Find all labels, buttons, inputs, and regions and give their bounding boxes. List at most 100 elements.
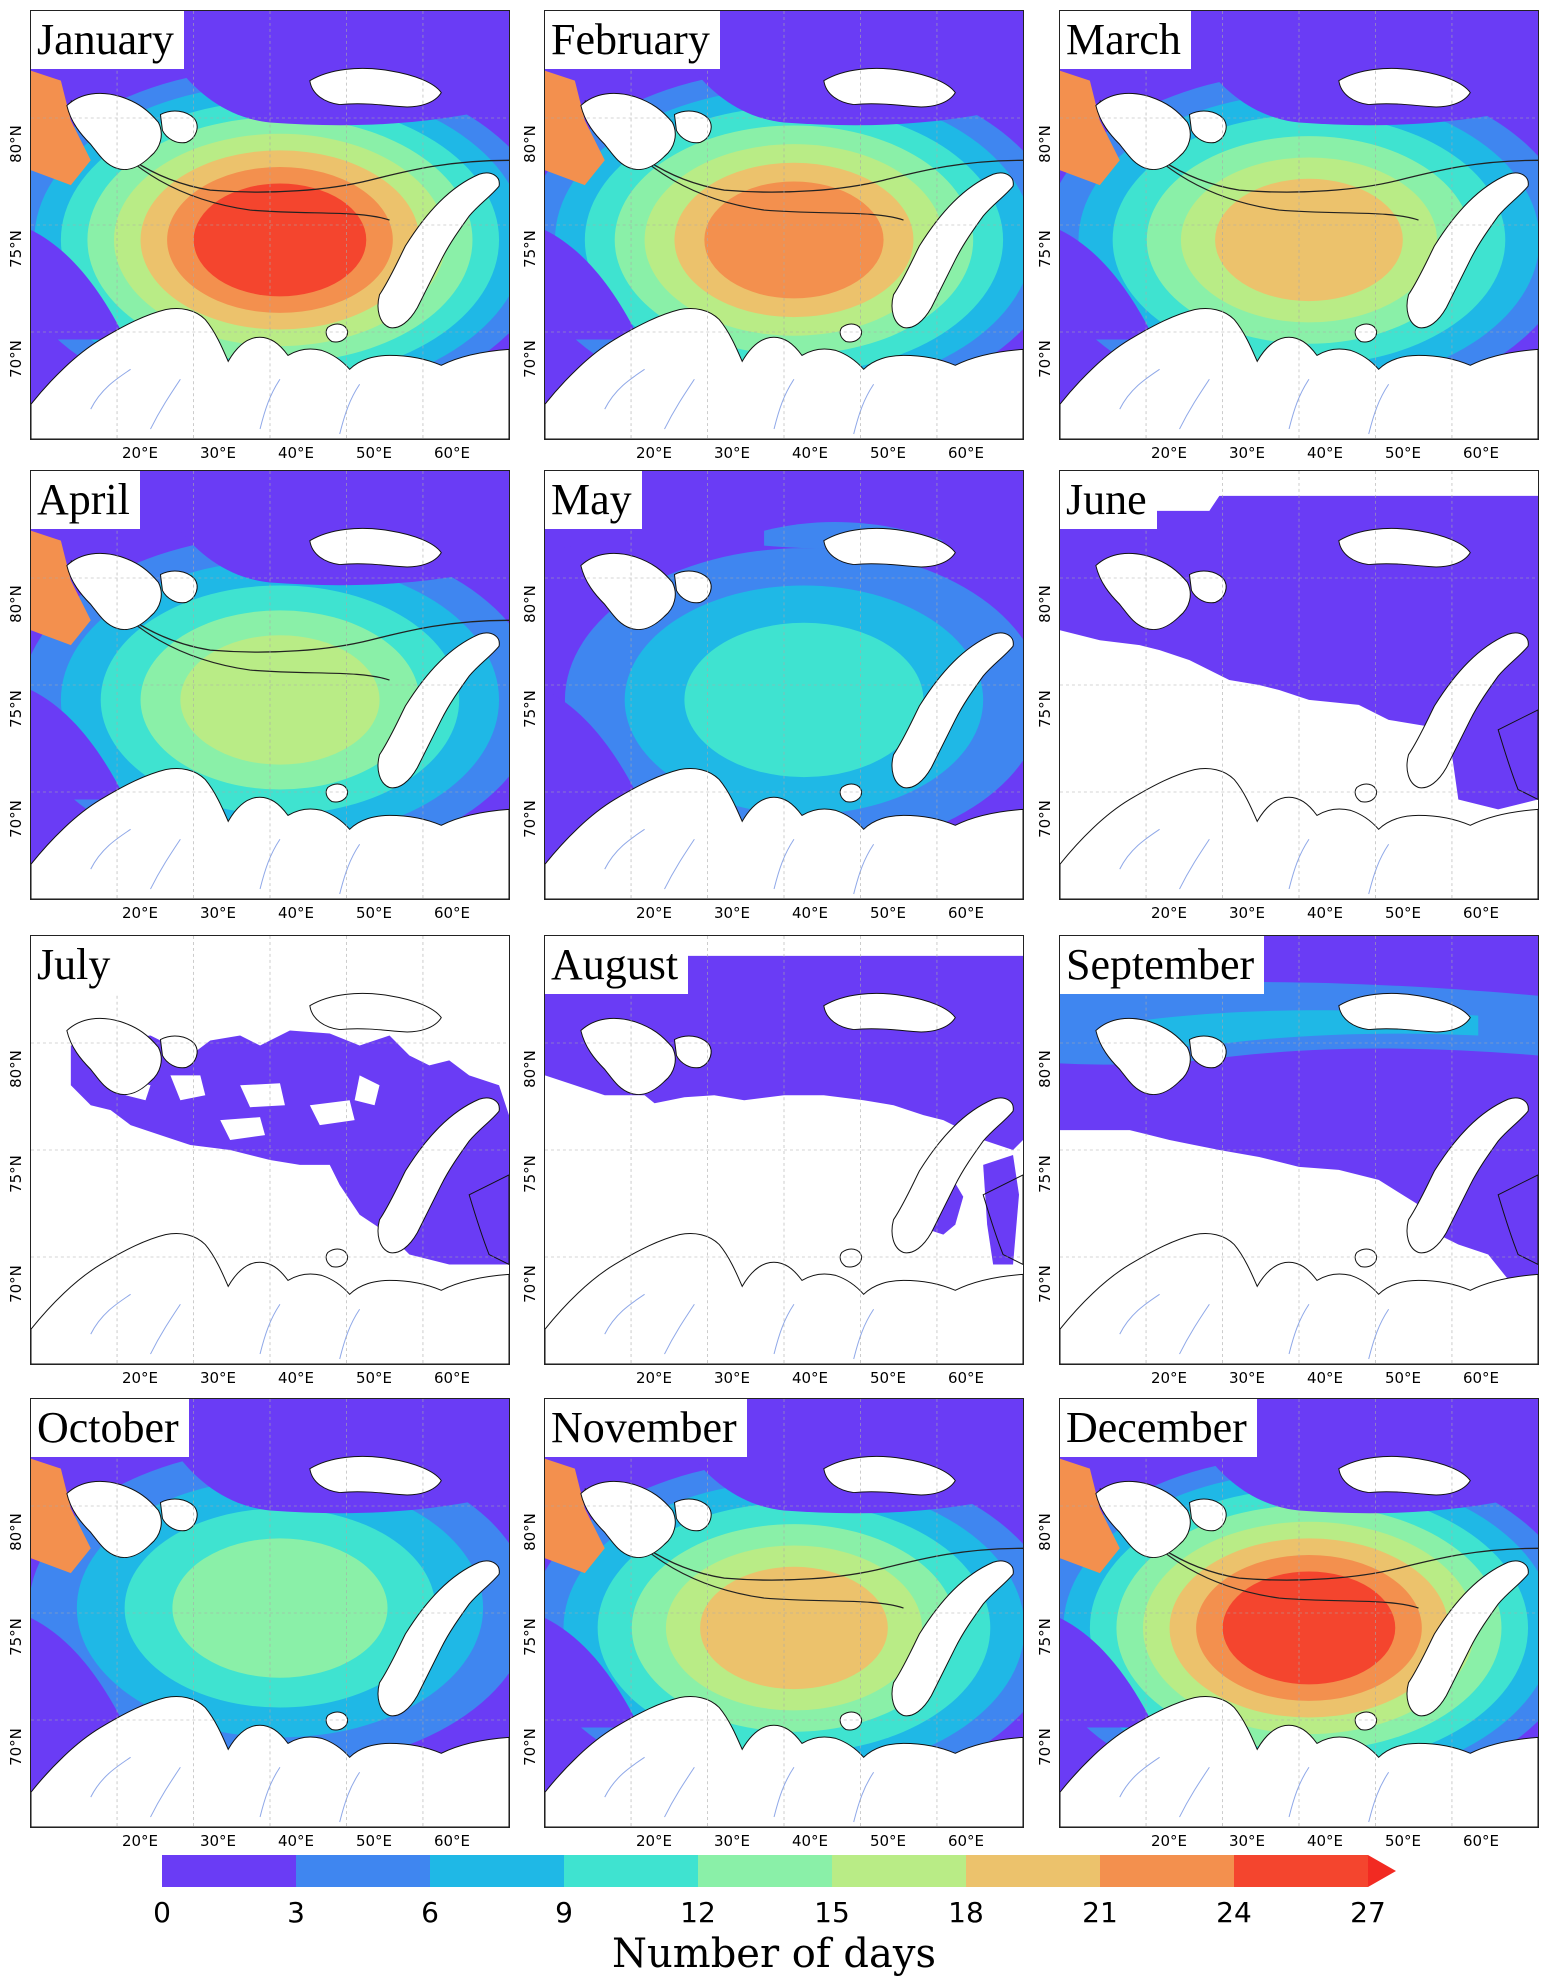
lat-tick-label: 70°N	[7, 340, 25, 378]
lat-tick-label: 75°N	[7, 1155, 25, 1193]
lon-tick-label: 60°E	[433, 444, 471, 462]
lon-tick-label: 30°E	[1228, 444, 1266, 462]
lat-tick-label: 70°N	[521, 1728, 539, 1766]
map-frame: June	[1059, 470, 1539, 900]
map-panel-march: March 70°N 75°N 80°N 20°E 30°E 40°E 50°E 60°E	[1036, 10, 1547, 480]
lon-tick-label: 40°E	[1306, 1369, 1344, 1387]
lon-tick-label: 40°E	[277, 1832, 315, 1850]
map-panel-april: April 70°N 75°N 80°N 20°E 30°E 40°E 50°E 60°E	[7, 470, 518, 940]
lon-tick-label: 50°E	[869, 1369, 907, 1387]
map-panel-august: August 70°N 75°N 80°N 20°E 30°E 40°E 50°E 60°E	[521, 935, 1032, 1405]
lat-tick-label: 80°N	[521, 1513, 539, 1551]
colorbar-segment	[430, 1855, 564, 1887]
month-title: May	[545, 471, 642, 529]
map-frame: January	[30, 10, 510, 440]
lon-tick-label: 40°E	[1306, 1832, 1344, 1850]
lon-tick-label: 60°E	[1462, 1832, 1500, 1850]
lat-tick-label: 70°N	[1036, 340, 1054, 378]
lon-tick-label: 50°E	[869, 904, 907, 922]
lat-tick-label: 75°N	[7, 1618, 25, 1656]
lon-tick-label: 30°E	[1228, 1369, 1266, 1387]
colorbar-svg	[162, 1855, 1396, 1887]
lon-tick-label: 60°E	[1462, 904, 1500, 922]
map-canvas	[545, 11, 1023, 439]
map-canvas	[545, 471, 1023, 899]
colorbar-segment	[1100, 1855, 1234, 1887]
colorbar-tick-label: 27	[1350, 1896, 1386, 1929]
map-panel-february: February 70°N 75°N 80°N 20°E 30°E 40°E 50°E 60°E	[521, 10, 1032, 480]
map-canvas	[545, 1399, 1023, 1827]
map-panel-december: December 70°N 75°N 80°N 20°E 30°E 40°E 50°E 60°E	[1036, 1398, 1547, 1868]
lat-tick-label: 75°N	[521, 1618, 539, 1656]
month-title: September	[1060, 936, 1265, 994]
lat-tick-label: 75°N	[1036, 690, 1054, 728]
map-frame: May	[544, 470, 1024, 900]
colorbar-tick-label: 6	[421, 1896, 439, 1929]
lat-tick-label: 80°N	[521, 1050, 539, 1088]
month-title: August	[545, 936, 689, 994]
month-title: March	[1060, 11, 1191, 69]
map-frame: August	[544, 935, 1024, 1365]
lon-tick-label: 20°E	[635, 904, 673, 922]
lon-tick-label: 50°E	[869, 444, 907, 462]
lon-tick-label: 40°E	[1306, 444, 1344, 462]
lon-tick-label: 30°E	[199, 444, 237, 462]
month-title: October	[31, 1399, 189, 1457]
lon-tick-label: 60°E	[433, 904, 471, 922]
lon-tick-label: 40°E	[1306, 904, 1344, 922]
map-frame: April	[30, 470, 510, 900]
lat-tick-label: 70°N	[521, 1265, 539, 1303]
lon-tick-label: 60°E	[947, 1369, 985, 1387]
lat-tick-label: 75°N	[7, 690, 25, 728]
colorbar-tick-label: 24	[1216, 1896, 1252, 1929]
lon-tick-label: 50°E	[355, 444, 393, 462]
map-frame: September	[1059, 935, 1539, 1365]
colorbar-segment	[1234, 1855, 1368, 1887]
lat-tick-label: 70°N	[1036, 1265, 1054, 1303]
lon-tick-label: 20°E	[1150, 444, 1188, 462]
lon-tick-label: 50°E	[1384, 904, 1422, 922]
lat-tick-label: 75°N	[7, 230, 25, 268]
month-title: January	[31, 11, 184, 69]
map-canvas	[31, 1399, 509, 1827]
colorbar-title: Number of days	[612, 1931, 936, 1977]
lat-tick-label: 70°N	[1036, 1728, 1054, 1766]
lon-tick-label: 30°E	[713, 444, 751, 462]
map-canvas	[1060, 471, 1538, 899]
colorbar-extend-arrow	[1368, 1855, 1396, 1887]
month-title: December	[1060, 1399, 1257, 1457]
month-title: November	[545, 1399, 747, 1457]
lon-tick-label: 30°E	[199, 904, 237, 922]
lat-tick-label: 80°N	[521, 125, 539, 163]
map-canvas	[31, 471, 509, 899]
lon-tick-label: 20°E	[1150, 1369, 1188, 1387]
lon-tick-label: 20°E	[121, 1369, 159, 1387]
lat-tick-label: 70°N	[7, 1265, 25, 1303]
colorbar-segment	[296, 1855, 430, 1887]
lat-tick-label: 70°N	[521, 340, 539, 378]
colorbar-segment	[698, 1855, 832, 1887]
colorbar-segment	[966, 1855, 1100, 1887]
lat-tick-label: 75°N	[521, 230, 539, 268]
map-canvas	[31, 936, 509, 1364]
month-title: April	[31, 471, 140, 529]
map-frame: July	[30, 935, 510, 1365]
lat-tick-label: 70°N	[1036, 800, 1054, 838]
map-canvas	[1060, 1399, 1538, 1827]
map-panel-november: November 70°N 75°N 80°N 20°E 30°E 40°E 50°E 60°E	[521, 1398, 1032, 1868]
map-panel-june: June 70°N 75°N 80°N 20°E 30°E 40°E 50°E 60°E	[1036, 470, 1547, 940]
lon-tick-label: 50°E	[355, 904, 393, 922]
map-frame: December	[1059, 1398, 1539, 1828]
lon-tick-label: 30°E	[199, 1369, 237, 1387]
lon-tick-label: 20°E	[121, 1832, 159, 1850]
month-title: February	[545, 11, 720, 69]
lon-tick-label: 50°E	[869, 1832, 907, 1850]
colorbar-tick-label: 9	[555, 1896, 573, 1929]
lon-tick-label: 40°E	[791, 904, 829, 922]
lon-tick-label: 40°E	[791, 444, 829, 462]
lon-tick-label: 60°E	[433, 1832, 471, 1850]
lat-tick-label: 80°N	[7, 125, 25, 163]
month-title: July	[31, 936, 121, 994]
lon-tick-label: 60°E	[947, 444, 985, 462]
colorbar-tick-label: 21	[1082, 1896, 1118, 1929]
